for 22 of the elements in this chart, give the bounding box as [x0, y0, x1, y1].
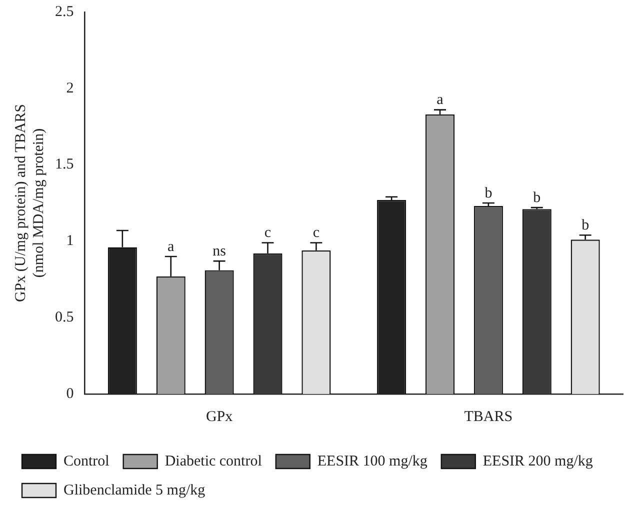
data-label: a	[168, 238, 175, 255]
y-tick-label: 0	[66, 386, 74, 402]
legend-label: EESIR 200 mg/kg	[482, 453, 594, 470]
data-label: ns	[212, 244, 226, 260]
data-label: b	[533, 190, 541, 206]
y-axis-title: GPx (U/mg protein) and TBARS (nmol MDA/mg protein)	[12, 104, 47, 302]
data-label: c	[312, 225, 320, 242]
legend-label: Glibenclamide 5 mg/kg	[64, 482, 206, 498]
data-label: c	[264, 225, 272, 242]
data-label: b	[582, 218, 590, 234]
y-tick-label: 1	[66, 233, 74, 250]
legend-label: Diabetic control	[164, 453, 262, 470]
data-label: a	[436, 92, 444, 108]
data-label: b	[484, 185, 492, 202]
x-tick-label: GPx	[206, 408, 234, 425]
legend-label: EESIR 100 mg/kg	[317, 453, 428, 470]
legend-label: Control	[64, 453, 110, 470]
y-tick-label: 2	[66, 80, 74, 96]
x-tick-label: TBARS	[464, 408, 513, 425]
y-tick-label: 2.5	[55, 4, 74, 20]
y-tick-label: 1.5	[55, 156, 74, 173]
y-tick-label: 0.5	[55, 310, 74, 326]
